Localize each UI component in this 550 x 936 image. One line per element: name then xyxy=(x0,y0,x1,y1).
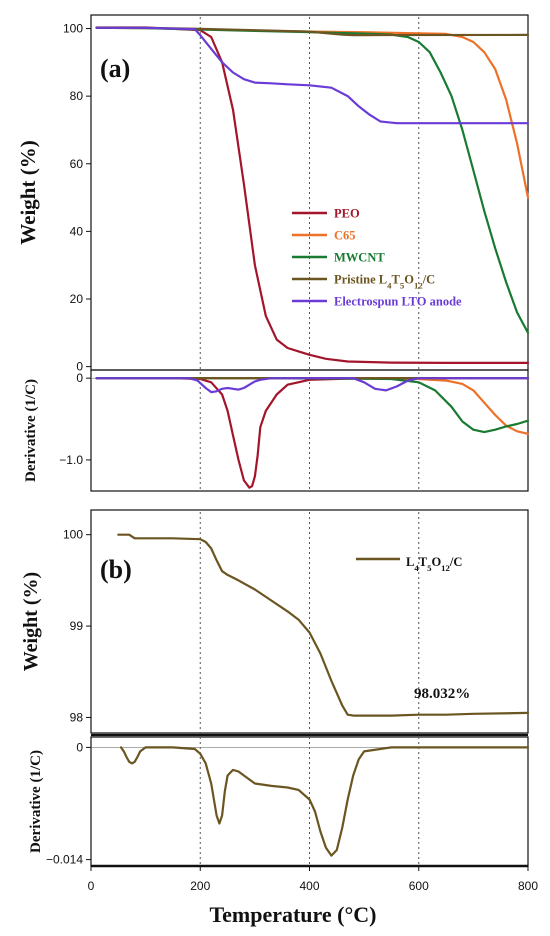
legend-label-electrospun-lto-anode: Electrospun LTO anode xyxy=(334,295,462,309)
weight-y-axis-title: Weight (%) xyxy=(16,140,40,244)
x-axis-title: Temperature (°C) xyxy=(209,902,376,927)
weight-y-tick-label: 60 xyxy=(70,157,84,171)
derivative-series-line-l-t-o-c xyxy=(119,746,530,857)
legend-item-electrospun-lto-anode: Electrospun LTO anode xyxy=(292,295,462,309)
x-tick-label: 800 xyxy=(518,879,538,893)
weight-series-line-l-t-o-c xyxy=(117,533,530,717)
x-tick-label: 200 xyxy=(190,879,210,893)
derivative-y-axis-title: Derivative (1/C) xyxy=(28,750,44,853)
weight-y-tick-label: 100 xyxy=(63,528,83,542)
legend-label-pristine-l-t-o-c: Pristine L4T5O12/C xyxy=(334,273,435,291)
derivative-y-axis-title: Derivative (1/C) xyxy=(23,379,39,482)
legend-item-mwcnt: MWCNT xyxy=(292,251,385,265)
derivative-series-line-mwcnt xyxy=(95,377,530,434)
weight-series-line-c65 xyxy=(95,26,530,199)
derivative-y-tick-label: −0.014 xyxy=(46,853,83,867)
legend-item-peo: PEO xyxy=(292,207,360,221)
legend-label-l-t-o-c: L4T5O12/C xyxy=(406,555,462,573)
legend-label-peo: PEO xyxy=(334,207,360,221)
weight-series-line-peo xyxy=(95,26,530,364)
weight-y-tick-label: 80 xyxy=(70,89,84,103)
x-axis: 0 200 400 600 800 Temperature (°C) xyxy=(88,866,538,927)
weight-y-tick-label: 99 xyxy=(70,619,84,633)
derivative-y-tick-label: 0 xyxy=(76,740,83,754)
legend-label-mwcnt: MWCNT xyxy=(334,251,385,265)
panel-a: 0 20 40 60 80 100 0 −1.0 Weight (%) Derivative (1… xyxy=(16,14,530,492)
derivative-series-line-peo xyxy=(95,377,530,489)
derivative-plot-frame xyxy=(90,369,529,492)
weight-y-tick-label: 100 xyxy=(63,22,83,36)
weight-series-line-electrospun-lto-anode xyxy=(95,26,530,125)
weight-y-tick-label: 20 xyxy=(70,292,84,306)
panel-label: (b) xyxy=(100,555,132,584)
panel-b: 98 99 100 0 −0.014 Weight (%) Derivative (1/C)… xyxy=(20,509,530,868)
x-tick-label: 0 xyxy=(88,879,95,893)
derivative-y-tick-label: −1.0 xyxy=(59,453,83,467)
weight-y-tick-label: 40 xyxy=(70,224,84,238)
derivative-series-line-electrospun-lto-anode xyxy=(95,377,530,394)
x-tick-label: 600 xyxy=(409,879,429,893)
derivative-series-line-c65 xyxy=(95,377,530,435)
x-tick-label: 400 xyxy=(299,879,319,893)
legend-label-c65: C65 xyxy=(334,229,356,243)
weight-y-tick-label: 98 xyxy=(70,710,84,724)
derivative-y-tick-label: 0 xyxy=(76,371,83,385)
weight-series-line-mwcnt xyxy=(95,26,530,334)
legend-item-c65: C65 xyxy=(292,229,356,243)
weight-y-axis-title: Weight (%) xyxy=(20,572,42,671)
panel-label: (a) xyxy=(100,54,130,83)
legend-item-l-t-o-c: L4T5O12/C xyxy=(356,555,462,573)
weight-y-tick-label: 0 xyxy=(76,360,83,374)
final-weight-annotation: 98.032% xyxy=(414,686,470,702)
legend-item-pristine-l-t-o-c: Pristine L4T5O12/C xyxy=(292,273,435,291)
